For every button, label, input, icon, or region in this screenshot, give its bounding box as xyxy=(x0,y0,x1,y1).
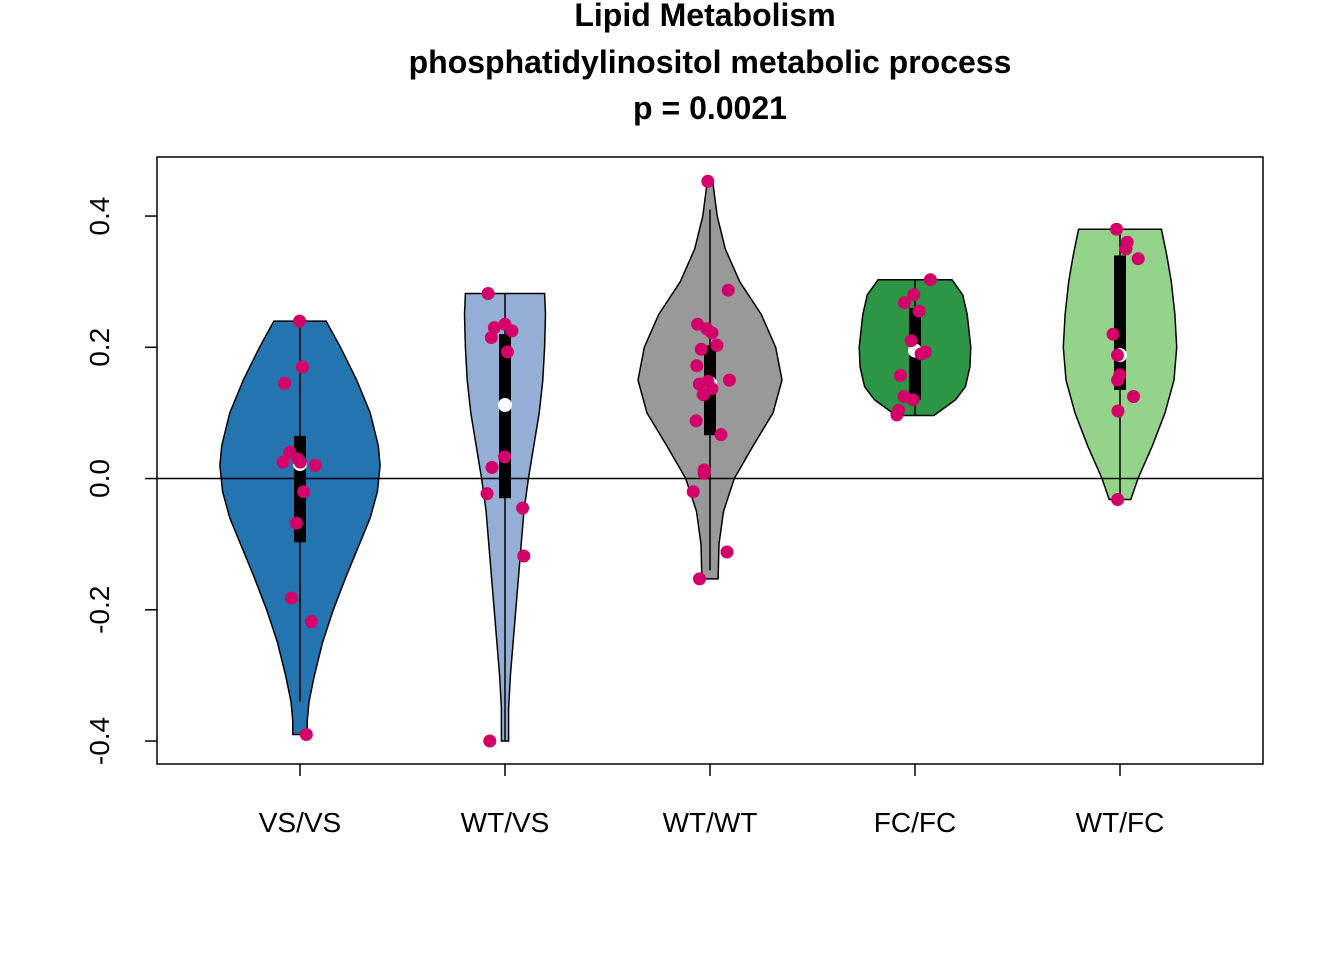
data-point xyxy=(1131,252,1145,266)
y-tick-label: 0.2 xyxy=(84,328,115,367)
data-point xyxy=(705,326,719,340)
data-point xyxy=(893,369,907,382)
data-point xyxy=(694,342,708,356)
data-point xyxy=(297,485,311,499)
data-point xyxy=(299,728,313,741)
x-tick-label: WT/WT xyxy=(663,807,758,838)
data-point xyxy=(722,373,736,387)
data-point xyxy=(720,545,734,559)
data-point xyxy=(721,283,735,297)
data-point xyxy=(692,377,706,391)
data-point xyxy=(1111,493,1125,506)
data-point xyxy=(904,334,918,348)
y-tick-label: 0.0 xyxy=(84,459,115,498)
plot-area xyxy=(157,174,1263,748)
data-point xyxy=(714,428,728,442)
x-tick-label: FC/FC xyxy=(874,807,956,838)
chart-title-line-2: phosphatidylinositol metabolic process xyxy=(409,44,1012,80)
data-point xyxy=(689,414,703,428)
violin-iqr-box xyxy=(499,334,511,499)
data-point xyxy=(485,460,499,474)
data-point xyxy=(516,501,530,515)
data-point xyxy=(693,572,706,586)
data-point xyxy=(284,591,298,605)
y-axis: -0.4 -0.2 0.0 0.2 0.4 xyxy=(84,197,157,765)
data-point xyxy=(517,549,531,563)
data-point xyxy=(897,296,911,310)
data-point xyxy=(293,314,307,328)
data-point xyxy=(480,487,494,501)
x-tick-label: VS/VS xyxy=(259,807,341,838)
data-point xyxy=(487,321,501,335)
data-point xyxy=(289,516,303,530)
data-point xyxy=(1111,404,1125,418)
x-tick-label: WT/FC xyxy=(1076,807,1165,838)
y-tick-label: -0.2 xyxy=(84,586,115,634)
data-point xyxy=(498,450,511,464)
data-point xyxy=(293,455,307,469)
data-point xyxy=(1111,373,1125,387)
data-point xyxy=(295,360,309,374)
y-tick-label: 0.4 xyxy=(84,197,115,236)
violin-group-4 xyxy=(1062,228,1178,501)
x-axis: VS/VS WT/VS WT/WT FC/FC WT/FC xyxy=(259,764,1165,838)
data-point xyxy=(276,455,290,469)
chart-title-line-3: p = 0.0021 xyxy=(633,90,787,126)
data-point xyxy=(912,304,926,318)
data-point xyxy=(697,466,711,480)
data-point xyxy=(483,734,497,748)
data-point xyxy=(696,388,710,402)
data-point xyxy=(278,376,292,390)
data-point xyxy=(1106,327,1120,341)
data-point xyxy=(1111,348,1124,362)
data-point xyxy=(304,615,318,629)
data-point xyxy=(710,338,724,352)
data-point xyxy=(1119,242,1133,256)
data-point xyxy=(505,324,519,338)
data-point xyxy=(906,393,920,407)
data-point xyxy=(907,288,921,302)
chart-title-line-1: Lipid Metabolism xyxy=(574,0,835,33)
violin-group-1 xyxy=(463,292,547,742)
data-point xyxy=(308,458,322,472)
data-point xyxy=(1110,222,1123,236)
data-point xyxy=(914,347,928,361)
data-point xyxy=(686,485,700,499)
data-point xyxy=(923,273,937,287)
x-tick-label: WT/VS xyxy=(461,807,550,838)
data-point xyxy=(1127,390,1140,403)
data-point xyxy=(701,174,715,188)
data-point xyxy=(481,287,495,300)
y-tick-label: -0.4 xyxy=(84,717,115,765)
data-point xyxy=(500,345,514,359)
chart-title: Lipid Metabolism phosphatidylinositol me… xyxy=(409,0,1012,126)
data-point xyxy=(890,408,904,422)
data-point xyxy=(484,331,498,344)
violin-median-marker xyxy=(498,398,512,413)
data-point xyxy=(690,359,704,373)
